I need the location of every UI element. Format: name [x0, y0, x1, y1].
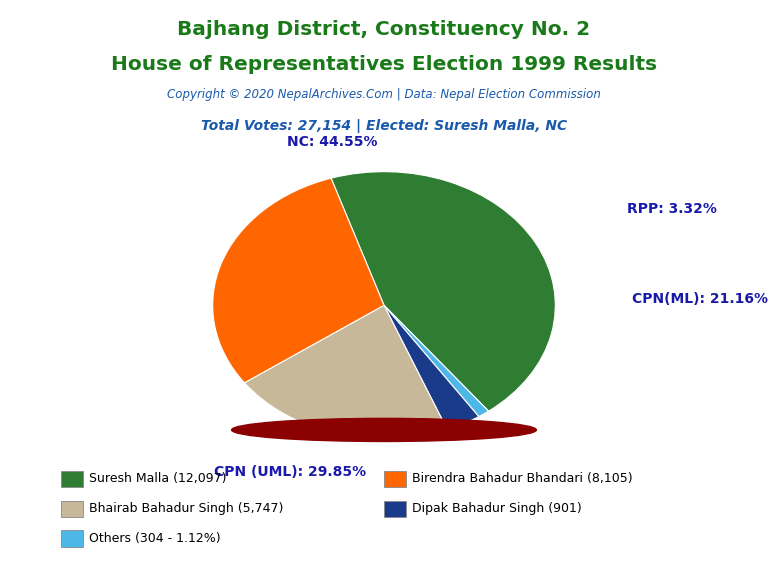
Wedge shape — [331, 172, 555, 411]
Text: Suresh Malla (12,097): Suresh Malla (12,097) — [89, 472, 227, 485]
Wedge shape — [384, 305, 488, 416]
Text: Total Votes: 27,154 | Elected: Suresh Malla, NC: Total Votes: 27,154 | Elected: Suresh Ma… — [201, 119, 567, 133]
Text: Copyright © 2020 NepalArchives.Com | Data: Nepal Election Commission: Copyright © 2020 NepalArchives.Com | Dat… — [167, 88, 601, 101]
Text: Birendra Bahadur Bhandari (8,105): Birendra Bahadur Bhandari (8,105) — [412, 472, 632, 485]
Wedge shape — [213, 178, 384, 383]
Text: House of Representatives Election 1999 Results: House of Representatives Election 1999 R… — [111, 55, 657, 74]
Text: NC: 44.55%: NC: 44.55% — [287, 135, 378, 149]
Text: CPN (UML): 29.85%: CPN (UML): 29.85% — [214, 465, 366, 479]
Text: Bajhang District, Constituency No. 2: Bajhang District, Constituency No. 2 — [177, 20, 591, 39]
Text: Dipak Bahadur Singh (901): Dipak Bahadur Singh (901) — [412, 502, 581, 515]
Ellipse shape — [232, 418, 536, 441]
Text: Bhairab Bahadur Singh (5,747): Bhairab Bahadur Singh (5,747) — [89, 502, 283, 515]
Text: Others (304 - 1.12%): Others (304 - 1.12%) — [89, 532, 220, 545]
Wedge shape — [244, 305, 447, 439]
Text: RPP: 3.32%: RPP: 3.32% — [627, 202, 717, 216]
Wedge shape — [384, 305, 478, 430]
Text: CPN(ML): 21.16%: CPN(ML): 21.16% — [632, 291, 768, 306]
